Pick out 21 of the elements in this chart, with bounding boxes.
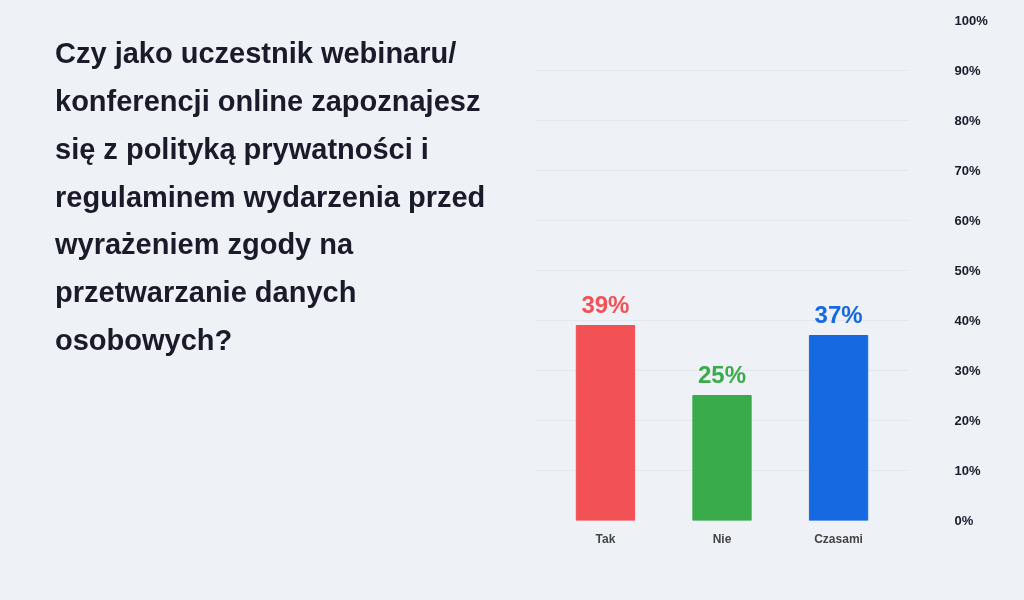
y-tick-label: 20% bbox=[954, 413, 981, 428]
y-tick-label: 80% bbox=[954, 113, 981, 128]
y-tick-label: 60% bbox=[954, 213, 981, 228]
y-tick-label: 70% bbox=[954, 163, 981, 178]
y-tick-label: 40% bbox=[954, 313, 981, 328]
y-tick-label: 10% bbox=[954, 463, 981, 478]
y-tick-label: 50% bbox=[954, 263, 981, 278]
data-label: 39% bbox=[581, 290, 630, 318]
bar bbox=[692, 395, 752, 521]
text: Czy jako uczestnik webinaru/ konferencji online zapoznajesz się z polityką prywatności i regulaminem wydarzenia przed wyrażeniem zgody na przetwarzanie danych osobowych? bbox=[55, 36, 487, 359]
bar bbox=[808, 335, 869, 521]
y-tick-label: 100% bbox=[954, 13, 989, 28]
x-tick-label: Nie bbox=[712, 531, 732, 546]
y-tick-label: 0% bbox=[954, 513, 974, 528]
x-tick-label: Czasami bbox=[814, 531, 863, 546]
x-tick-label: Tak bbox=[595, 531, 616, 546]
data-label: 37% bbox=[814, 300, 863, 328]
y-tick-label: 90% bbox=[954, 63, 981, 78]
y-tick-label: 30% bbox=[954, 363, 981, 378]
data-label: 25% bbox=[697, 360, 747, 388]
bar bbox=[575, 325, 636, 521]
